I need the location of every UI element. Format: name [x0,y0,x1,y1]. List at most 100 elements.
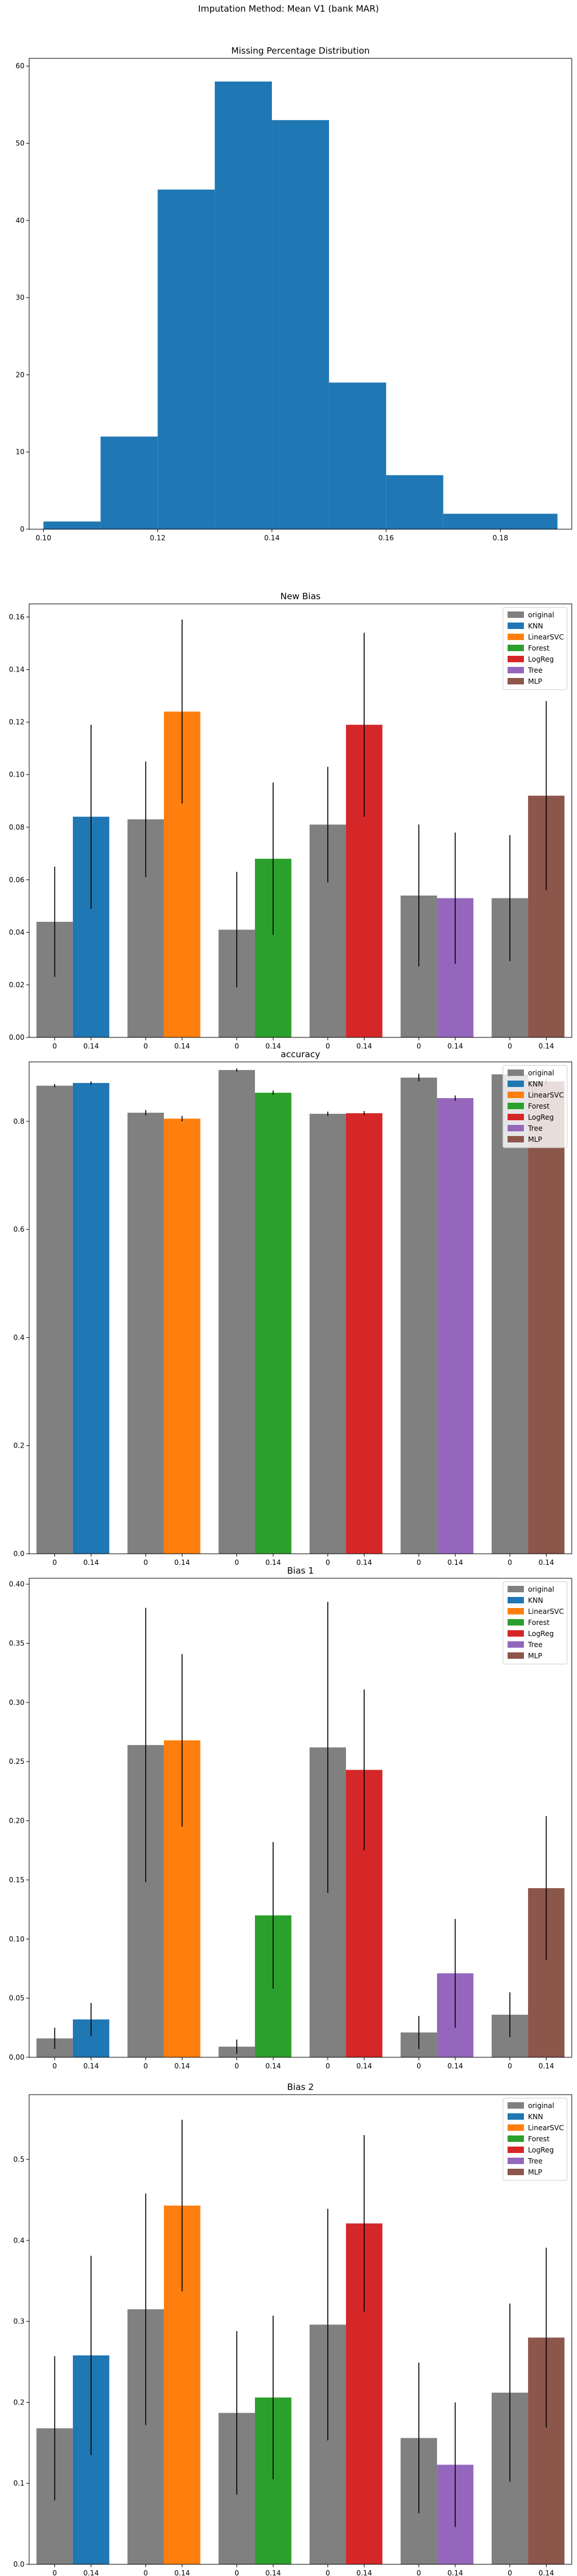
x-tick-label: 0.14 [447,1042,463,1050]
x-tick-label: 0.14 [356,2062,372,2070]
legend-label: Forest [528,644,550,652]
x-tick-label: 0 [53,2569,57,2576]
x-tick-label: 0 [235,2569,239,2576]
x-tick-label: 0.14 [538,2062,554,2070]
legend-swatch-linearsvc [508,1092,524,1098]
legend-swatch-original [508,1586,524,1592]
bar-imputed-linearsvc [163,1119,201,1554]
y-tick-label: 0.3 [13,2318,25,2326]
x-tick-label: 0.14 [83,2062,99,2070]
axes-frame [29,58,572,530]
legend-label: LogReg [528,2146,554,2154]
histogram-bar [272,120,329,529]
legend-label: KNN [528,1080,543,1088]
x-tick-label: 0 [235,1558,239,1567]
x-tick-label: 0 [508,2062,512,2070]
legend-label: original [528,611,554,619]
legend-label: Forest [528,2135,550,2143]
x-tick-label: 0.14 [174,2569,190,2576]
x-tick-label: 0.14 [356,2569,372,2576]
bar-original-mlp [491,1074,529,1554]
x-tick-label: 0 [326,1558,330,1567]
legend-swatch-knn [508,1081,524,1087]
x-tick-label: 0.14 [265,2062,281,2070]
x-tick-label: 0.14 [447,1558,463,1567]
legend-swatch-tree [508,667,524,673]
legend: original KNN LinearSVC Forest LogReg Tree MLP [502,1581,568,1665]
x-tick-label: 0.14 [447,2062,463,2070]
y-tick-label: 0.12 [9,718,25,726]
legend-label: Forest [528,1619,550,1627]
x-tick-label: 0 [508,1042,512,1050]
legend-label: MLP [528,2168,542,2176]
legend-swatch-knn [508,2113,524,2120]
y-tick-label: 0.10 [9,1935,25,1943]
y-tick-label: 0.4 [13,1333,25,1341]
x-tick-label: 0 [53,2062,57,2070]
bar-original-forest [218,1069,255,1554]
x-tick-label: 0 [144,2062,148,2070]
x-tick-label: 0.14 [538,1042,554,1050]
bar-original-linearsvc [127,1113,164,1554]
y-tick-label: 0.16 [9,613,25,621]
y-tick-label: 0 [20,525,25,533]
legend-label: LinearSVC [528,1091,564,1099]
y-tick-label: 0.40 [9,1580,25,1588]
legend-swatch-logreg [508,656,524,662]
y-tick-label: 60 [16,62,25,70]
y-tick-label: 0.15 [9,1876,25,1884]
y-tick-label: 0.35 [9,1639,25,1647]
y-tick-label: 0.1 [13,2479,25,2487]
legend-swatch-original [508,611,524,618]
legend-label: KNN [528,2113,543,2121]
y-tick-label: 0.4 [13,2236,25,2245]
legend-label: Tree [527,2157,543,2165]
chart-title: Missing Percentage Distribution [231,46,369,56]
bar-chart-4: 0.0 0.1 0.2 0.3 0.4 0.5 0 0.14 0 0.14 0 0.14 0 0.14 0 0… [13,2082,572,2576]
legend-label: LinearSVC [528,1607,564,1616]
x-tick-label: 0.14 [264,534,280,542]
legend-label: MLP [528,1652,542,1660]
x-tick-label: 0.16 [378,534,394,542]
y-tick-label: 0.8 [13,1117,25,1126]
y-tick-label: 0.02 [9,981,25,989]
legend: original KNN LinearSVC Forest LogReg Tree MLP [502,1065,568,1148]
legend-swatch-tree [508,1641,524,1648]
legend-swatch-mlp [508,678,524,684]
x-tick-label: 0.14 [83,1042,99,1050]
y-tick-label: 0.0 [13,2560,25,2568]
axes-frame [29,2094,572,2565]
x-tick-label: 0 [508,1558,512,1567]
legend: original KNN LinearSVC Forest LogReg Tree MLP [502,2098,568,2181]
legend-swatch-forest [508,2135,524,2142]
histogram-bar [328,382,386,529]
axes-frame [29,1578,572,2058]
x-tick-label: 0 [53,1042,57,1050]
legend-swatch-mlp [508,1136,524,1142]
legend-swatch-knn [508,623,524,629]
x-tick-label: 0 [417,1558,421,1567]
legend: original KNN LinearSVC Forest LogReg Tree MLP [502,607,568,690]
y-tick-label: 0.06 [9,876,25,884]
x-tick-label: 0 [326,1042,330,1050]
figure-suptitle: Imputation Method: Mean V1 (bank MAR) [198,4,379,14]
x-tick-label: 0 [144,1042,148,1050]
x-tick-label: 0.14 [265,2569,281,2576]
legend-label: LogReg [528,1113,554,1121]
histogram-bar [215,81,272,529]
x-tick-label: 0.14 [174,2062,190,2070]
y-tick-label: 0.30 [9,1698,25,1707]
x-tick-label: 0.14 [538,1558,554,1567]
legend-swatch-logreg [508,1630,524,1637]
x-tick-label: 0.14 [83,1558,99,1567]
legend-label: KNN [528,622,543,630]
legend-swatch-linearsvc [508,634,524,640]
y-tick-label: 10 [16,448,25,456]
legend-swatch-original [508,1069,524,1076]
legend-swatch-mlp [508,1652,524,1659]
legend-swatch-mlp [508,2169,524,2175]
x-tick-label: 0.14 [538,2569,554,2576]
y-tick-label: 20 [16,371,25,379]
x-tick-label: 0 [417,2569,421,2576]
